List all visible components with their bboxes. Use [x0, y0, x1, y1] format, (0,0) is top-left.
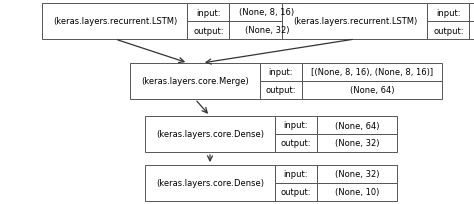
Bar [302, 82, 442, 100]
Text: (None, 10): (None, 10) [335, 188, 379, 196]
Text: input:: input: [284, 121, 308, 130]
Text: (keras.layers.recurrent.LSTM): (keras.layers.recurrent.LSTM) [293, 17, 417, 26]
Text: (None, 8, 16): (None, 8, 16) [239, 8, 294, 17]
Bar [130, 64, 260, 100]
Bar [229, 4, 304, 22]
Text: output:: output: [433, 26, 464, 35]
Text: output:: output: [281, 139, 311, 148]
Text: (None, 64): (None, 64) [335, 121, 379, 130]
Text: (keras.layers.core.Merge): (keras.layers.core.Merge) [141, 77, 249, 86]
Bar [260, 64, 302, 82]
Bar [275, 183, 317, 201]
Bar [317, 183, 397, 201]
Text: (None, 64): (None, 64) [350, 86, 394, 95]
Bar [43, 4, 188, 40]
Bar [188, 4, 229, 22]
Text: (None, 32): (None, 32) [335, 170, 379, 179]
Bar [470, 4, 474, 22]
Bar [470, 22, 474, 40]
Bar [283, 4, 428, 40]
Bar [275, 134, 317, 152]
Bar [428, 4, 470, 22]
Text: [(None, 8, 16), (None, 8, 16)]: [(None, 8, 16), (None, 8, 16)] [311, 68, 433, 77]
Bar [317, 165, 397, 183]
Text: input:: input: [284, 170, 308, 179]
Bar [275, 165, 317, 183]
Bar [275, 116, 317, 134]
Text: output:: output: [266, 86, 296, 95]
Text: (keras.layers.core.Dense): (keras.layers.core.Dense) [156, 130, 264, 139]
Bar [302, 64, 442, 82]
Text: input:: input: [436, 8, 461, 17]
Bar [428, 22, 470, 40]
Bar [145, 116, 275, 152]
Bar [188, 22, 229, 40]
Text: (None, 32): (None, 32) [335, 139, 379, 148]
Bar [317, 134, 397, 152]
Text: (keras.layers.core.Dense): (keras.layers.core.Dense) [156, 179, 264, 188]
Text: input:: input: [269, 68, 293, 77]
Bar [317, 116, 397, 134]
Bar [260, 82, 302, 100]
Bar [229, 22, 304, 40]
Text: output:: output: [193, 26, 224, 35]
Text: (keras.layers.recurrent.LSTM): (keras.layers.recurrent.LSTM) [53, 17, 177, 26]
Text: input:: input: [196, 8, 221, 17]
Text: (None, 32): (None, 32) [245, 26, 289, 35]
Text: output:: output: [281, 188, 311, 196]
Bar [145, 165, 275, 201]
